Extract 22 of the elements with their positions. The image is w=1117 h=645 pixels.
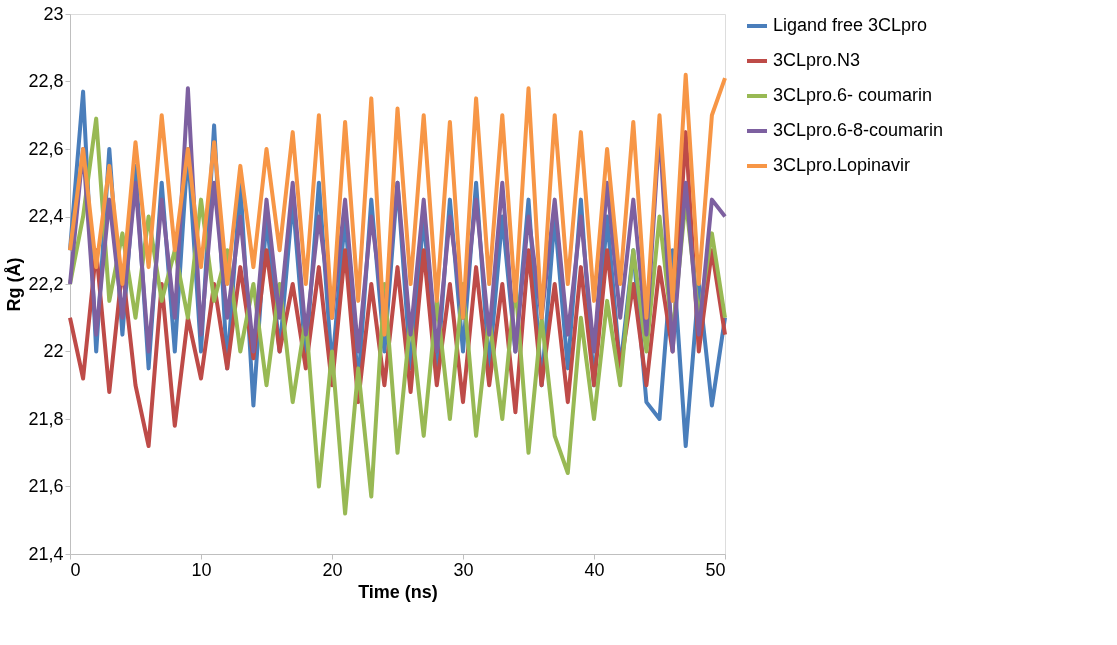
legend-label: Ligand free 3CLpro	[773, 15, 928, 35]
legend-label: 3CLpro.Lopinavir	[773, 155, 911, 175]
y-tick-label: 22	[43, 341, 64, 361]
y-tick-label: 23	[43, 3, 64, 24]
x-tick-label: 20	[322, 559, 343, 580]
y-tick-label: 22,8	[28, 71, 64, 91]
y-tick-label: 21,8	[28, 408, 64, 429]
x-tick-label: 30	[453, 559, 474, 580]
legend-label: 3CLpro.N3	[773, 50, 861, 70]
x-tick-label: 50	[705, 559, 726, 580]
x-tick-label: 10	[191, 559, 212, 580]
y-tick-label: 22,4	[28, 206, 64, 226]
legend-label: 3CLpro.6- coumarin	[773, 85, 933, 105]
x-tick-label: 40	[584, 559, 605, 580]
y-tick-label: 21,6	[28, 476, 64, 496]
y-tick-label: 22,2	[28, 273, 64, 294]
x-axis-title: Time (ns)	[358, 581, 438, 602]
y-tick-label: 22,6	[28, 138, 64, 159]
x-tick-label: 0	[70, 559, 81, 580]
y-tick-label: 21,4	[28, 543, 64, 564]
legend-label: 3CLpro.6-8-coumarin	[773, 120, 944, 140]
y-axis-title: Rg (Å)	[4, 257, 25, 312]
